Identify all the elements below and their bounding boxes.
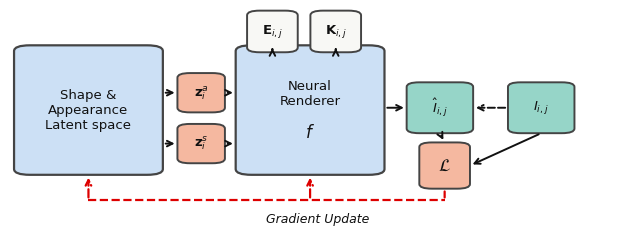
Text: $f$: $f$	[305, 124, 315, 142]
FancyBboxPatch shape	[310, 11, 361, 52]
Text: $\mathbf{E}_{i,j}$: $\mathbf{E}_{i,j}$	[262, 23, 283, 40]
FancyBboxPatch shape	[14, 45, 163, 175]
FancyBboxPatch shape	[177, 124, 225, 163]
Text: $I_{i,j}$: $I_{i,j}$	[534, 99, 549, 116]
Text: $\mathbf{K}_{i,j}$: $\mathbf{K}_{i,j}$	[324, 23, 347, 40]
Text: $\mathbf{z}_i^s$: $\mathbf{z}_i^s$	[194, 135, 209, 153]
Text: $\hat{I}_{i,j}$: $\hat{I}_{i,j}$	[432, 97, 448, 119]
FancyBboxPatch shape	[419, 143, 470, 189]
Text: $\mathcal{L}$: $\mathcal{L}$	[438, 157, 451, 175]
FancyBboxPatch shape	[177, 73, 225, 112]
FancyBboxPatch shape	[247, 11, 298, 52]
FancyBboxPatch shape	[236, 45, 385, 175]
FancyBboxPatch shape	[406, 82, 473, 133]
Text: Shape &
Appearance
Latent space: Shape & Appearance Latent space	[45, 88, 132, 132]
Text: $\mathbf{z}_i^a$: $\mathbf{z}_i^a$	[194, 84, 209, 102]
Text: Neural
Renderer: Neural Renderer	[280, 80, 341, 108]
FancyBboxPatch shape	[508, 82, 574, 133]
Text: Gradient Update: Gradient Update	[266, 213, 370, 226]
